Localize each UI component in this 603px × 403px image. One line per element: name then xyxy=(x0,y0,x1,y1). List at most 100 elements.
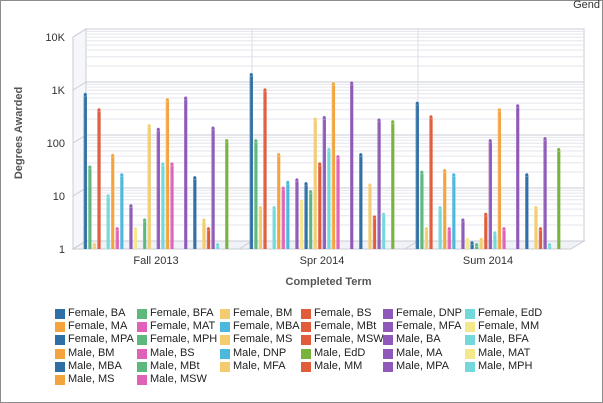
bar[interactable]: Female, BS — Spr 2014: 1000 xyxy=(263,87,267,249)
bar-body[interactable] xyxy=(350,83,354,249)
bar-body[interactable] xyxy=(88,167,92,249)
bar[interactable]: Female, MPA — Spr 2014: 17 xyxy=(304,181,308,249)
bar-body[interactable] xyxy=(215,244,220,249)
bar[interactable]: Female, MBA — Sum 2014: 25 xyxy=(451,172,456,249)
bar-body[interactable] xyxy=(461,220,465,249)
bar-body[interactable] xyxy=(331,83,336,249)
bar[interactable]: Female, MPA — Sum 2014: 1.3 xyxy=(470,240,474,249)
bar-body[interactable] xyxy=(465,239,470,249)
bar[interactable]: Male, BM — Sum 2014: 420 xyxy=(497,107,502,249)
bar-body[interactable] xyxy=(516,105,520,249)
bar-body[interactable] xyxy=(538,228,543,249)
bar-body[interactable] xyxy=(165,99,170,249)
bar[interactable]: Female, EdD — Spr 2014: 6 xyxy=(272,205,277,249)
bar[interactable]: Female, BFA — Spr 2014: 110 xyxy=(253,138,258,249)
bar-body[interactable] xyxy=(120,174,124,249)
bar[interactable]: Male, MPA — Spr 2014: 270 xyxy=(377,118,381,249)
bar-body[interactable] xyxy=(493,233,497,249)
bar-body[interactable] xyxy=(438,207,442,249)
bar-body[interactable] xyxy=(452,174,456,249)
bar[interactable]: Male, MM — Sum 2014: 2.4 xyxy=(538,226,543,249)
bar[interactable]: Male, MSW — Sum 2014: 75 xyxy=(556,147,561,249)
bar[interactable]: Female, MPH — Fall 2013: 3.5 xyxy=(142,218,147,249)
bar-body[interactable] xyxy=(161,164,165,249)
bar-body[interactable] xyxy=(543,138,547,249)
bar-body[interactable] xyxy=(381,214,386,249)
bar[interactable]: Male, MBA — Fall 2013: 22 xyxy=(192,175,197,249)
bar-body[interactable] xyxy=(206,228,211,249)
bar-body[interactable] xyxy=(308,191,313,249)
bar[interactable]: Female, MFA — Fall 2013: 6.5 xyxy=(128,203,133,249)
bar-body[interactable] xyxy=(92,244,97,249)
bar[interactable]: Female, MSW — Spr 2014: 40 xyxy=(317,161,322,249)
bar[interactable]: Male, BA — Spr 2014: 300 xyxy=(322,115,327,249)
bar[interactable]: Female, MFA — Spr 2014: 20 xyxy=(294,177,299,249)
bar-body[interactable] xyxy=(420,172,424,249)
bar-body[interactable] xyxy=(534,207,538,249)
bar[interactable]: Male, BM — Fall 2013: 650 xyxy=(165,97,170,249)
bar[interactable]: Female, MAT — Fall 2013: 2.4 xyxy=(115,226,120,249)
bar-body[interactable] xyxy=(272,207,276,249)
bar-body[interactable] xyxy=(415,103,419,249)
bar[interactable]: Female, BA — Fall 2013: 820 xyxy=(83,92,88,249)
bar[interactable]: Female, MM — Spr 2014: 8 xyxy=(299,199,304,249)
bar-body[interactable] xyxy=(299,201,304,249)
bar-body[interactable] xyxy=(424,228,429,249)
bar-body[interactable] xyxy=(557,149,561,249)
bar[interactable]: Female, BFA — Fall 2013: 35 xyxy=(87,165,92,249)
bar[interactable]: Female, MPH — Spr 2014: 12 xyxy=(308,189,313,249)
bar[interactable]: Female, MS — Fall 2013: 210 xyxy=(147,123,152,249)
bar-body[interactable] xyxy=(249,74,253,249)
bar-body[interactable] xyxy=(547,244,552,249)
bar[interactable]: Male, BA — Sum 2014: 110 xyxy=(488,138,493,249)
bar[interactable]: Female, BM — Spr 2014: 6 xyxy=(258,205,263,249)
bar-body[interactable] xyxy=(336,156,340,249)
bar[interactable]: Female, MAT — Spr 2014: 14 xyxy=(281,186,286,249)
bar-body[interactable] xyxy=(497,109,502,249)
bar[interactable]: Female, MAT — Sum 2014: 2.4 xyxy=(447,226,452,249)
bar-body[interactable] xyxy=(263,90,267,249)
bar-body[interactable] xyxy=(484,214,488,249)
bar-body[interactable] xyxy=(368,185,372,249)
bar-body[interactable] xyxy=(83,94,87,249)
bar[interactable]: Male, MA — Sum 2014: 500 xyxy=(515,103,520,249)
bar[interactable]: Male, MPH — Sum 2014: 1.2 xyxy=(547,242,552,249)
bar-body[interactable] xyxy=(470,242,474,249)
bar-body[interactable] xyxy=(142,220,147,249)
bar-body[interactable] xyxy=(327,149,331,249)
bar[interactable]: Male, MA — Spr 2014: 1350 xyxy=(349,80,354,249)
bar[interactable]: Male, BFA — Sum 2014: 2 xyxy=(492,230,497,249)
bar[interactable]: Male, BA — Fall 2013: 180 xyxy=(156,127,161,249)
bar-body[interactable] xyxy=(443,170,447,249)
bar[interactable]: Female, MSW — Sum 2014: 4.5 xyxy=(483,212,488,249)
bar-body[interactable] xyxy=(318,164,322,249)
bar[interactable]: Female, MFA — Sum 2014: 3.5 xyxy=(460,218,465,249)
bar[interactable]: Male, BS — Spr 2014: 55 xyxy=(336,154,340,249)
bar[interactable]: Female, MS — Spr 2014: 280 xyxy=(313,117,318,249)
bar-body[interactable] xyxy=(281,188,285,249)
bar[interactable]: Female, EdD — Sum 2014: 6 xyxy=(438,205,443,249)
bar-body[interactable] xyxy=(106,196,110,249)
bar-body[interactable] xyxy=(277,154,281,249)
bar-body[interactable] xyxy=(447,228,451,249)
bar-body[interactable] xyxy=(111,155,115,249)
bar-body[interactable] xyxy=(525,174,529,249)
bar[interactable]: Female, MBA — Fall 2013: 25 xyxy=(119,172,124,249)
bar[interactable]: Male, BS — Fall 2013: 40 xyxy=(170,161,174,249)
bar-body[interactable] xyxy=(429,116,433,250)
bar[interactable]: Male, MBA — Spr 2014: 60 xyxy=(358,152,363,249)
bar[interactable]: Female, MS — Sum 2014: 1.5 xyxy=(479,237,484,249)
bar-body[interactable] xyxy=(313,119,317,249)
bar[interactable]: Female, MBA — Spr 2014: 18 xyxy=(285,180,290,249)
bar[interactable]: Female, BFA — Sum 2014: 28 xyxy=(419,170,424,249)
bar[interactable]: Female, MM — Sum 2014: 1.5 xyxy=(465,237,470,249)
bar[interactable]: Male, BFA — Spr 2014: 75 xyxy=(326,147,331,249)
bar[interactable]: Female, BA — Spr 2014: 1950 xyxy=(249,72,254,249)
bar-body[interactable] xyxy=(156,129,160,249)
bar[interactable]: Male, MPA — Sum 2014: 120 xyxy=(543,136,547,249)
bar[interactable]: Male, MPH — Fall 2013: 1.2 xyxy=(215,242,220,249)
bar-body[interactable] xyxy=(359,154,363,249)
bar-body[interactable] xyxy=(372,217,377,249)
bar-body[interactable] xyxy=(133,228,138,249)
bar-body[interactable] xyxy=(225,140,229,249)
